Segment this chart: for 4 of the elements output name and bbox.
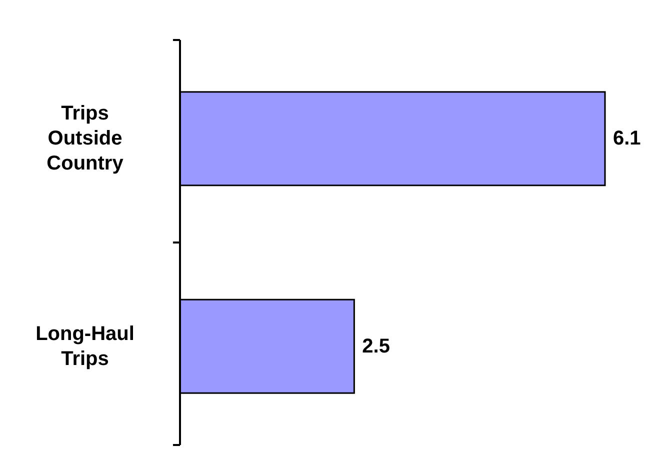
y-tick-label: Trips Outside Country [46, 102, 124, 175]
data-label: 6.1 [613, 128, 641, 150]
data-label: 2.5 [362, 335, 390, 358]
y-tick-label: Long-Haul Trips [36, 322, 134, 370]
